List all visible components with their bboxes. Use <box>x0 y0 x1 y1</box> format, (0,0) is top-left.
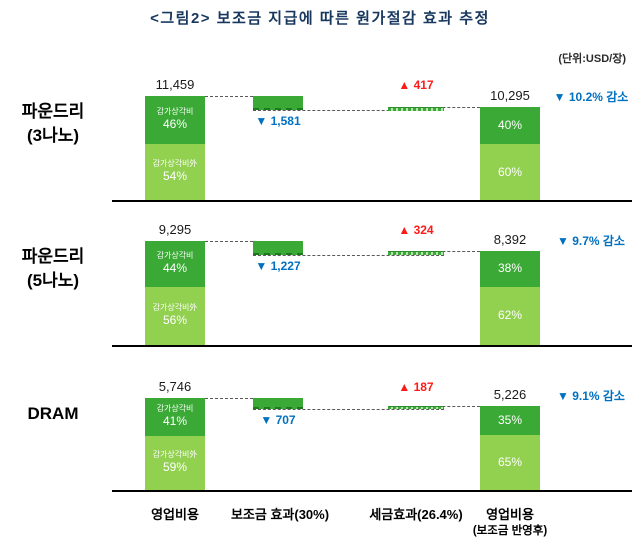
row-label-line: 파운드리 <box>21 247 85 266</box>
operating-cost-after-bar: 35% 65% <box>480 406 540 490</box>
segment-name: 감가상각비 <box>156 251 194 261</box>
subsidy-bar <box>253 398 303 409</box>
segment-percent: 59% <box>162 460 188 475</box>
subsidy-value-label: ▼ 1,581 <box>255 114 301 128</box>
segment-name: 감가상각비外 <box>152 159 198 169</box>
other-cost-segment: 60% <box>480 144 540 200</box>
reduction-label: ▼ 9.7% 감소 <box>557 234 625 248</box>
start-value-label: 11,459 <box>155 77 195 92</box>
operating-cost-after-bar: 38% 62% <box>480 251 540 345</box>
depreciation-segment: 40% <box>480 107 540 145</box>
segment-percent: 65% <box>497 455 523 470</box>
x-label-subtext: (보조금 반영후) <box>472 524 548 537</box>
axis-line <box>112 345 632 347</box>
unit-label: (단위:USD/장) <box>558 53 626 65</box>
segment-name: 감가상각비外 <box>152 303 198 313</box>
axis-line <box>112 490 632 492</box>
segment-percent: 44% <box>162 261 188 276</box>
operating-cost-bar: 감가상각비 44% 감가상각비外 56% <box>145 241 205 345</box>
segment-name: 감가상각비 <box>156 107 194 117</box>
end-value-label: 8,392 <box>493 232 527 247</box>
segment-percent: 40% <box>497 118 523 133</box>
x-label-text: 영업비용 <box>151 507 199 522</box>
subsidy-bar <box>253 241 303 255</box>
segment-percent: 41% <box>162 414 188 429</box>
tax-bar <box>388 406 444 409</box>
x-axis-label-operating-cost-after: 영업비용 (보조금 반영후) <box>448 507 572 539</box>
segment-percent: 38% <box>497 261 523 276</box>
subsidy-value-label: ▼ 1,227 <box>255 259 301 273</box>
other-cost-segment: 62% <box>480 286 540 345</box>
reduction-label: ▼ 9.1% 감소 <box>557 389 625 403</box>
subsidy-value-label: ▼ 707 <box>260 413 296 427</box>
depreciation-segment: 감가상각비 41% <box>145 398 205 436</box>
start-value-label: 9,295 <box>158 222 192 237</box>
row-label-line: (3나노) <box>26 125 80 145</box>
other-cost-segment: 감가상각비外 56% <box>145 286 205 345</box>
row-label: 파운드리 (3나노) <box>0 100 106 148</box>
end-value-label: 10,295 <box>490 88 530 103</box>
axis-line <box>112 200 632 202</box>
segment-percent: 46% <box>162 117 188 132</box>
depreciation-segment: 감가상각비 44% <box>145 241 205 287</box>
segment-percent: 35% <box>497 413 523 428</box>
connector-line <box>253 255 444 256</box>
depreciation-segment: 38% <box>480 251 540 287</box>
subsidy-bar <box>253 96 303 110</box>
segment-percent: 54% <box>162 169 188 184</box>
x-axis-label-tax-effect: 세금효과(26.4%) <box>348 507 484 524</box>
row-label-line: 파운드리 <box>21 102 85 121</box>
other-cost-segment: 65% <box>480 435 540 490</box>
row-label: 파운드리 (5나노) <box>0 245 106 293</box>
other-cost-segment: 감가상각비外 59% <box>145 435 205 490</box>
segment-percent: 56% <box>162 313 188 328</box>
depreciation-segment: 감가상각비 46% <box>145 96 205 144</box>
row-label-line: (5나노) <box>26 270 80 290</box>
x-axis-label-operating-cost: 영업비용 <box>115 507 235 524</box>
tax-bar <box>388 107 444 111</box>
operating-cost-bar: 감가상각비 46% 감가상각비外 54% <box>145 96 205 200</box>
tax-value-label: ▲ 324 <box>398 223 434 237</box>
x-label-text: 영업비용 <box>486 507 534 522</box>
x-label-text: 보조금 효과(30%) <box>230 507 330 522</box>
other-cost-segment: 감가상각비外 54% <box>145 143 205 200</box>
x-axis-label-subsidy-effect: 보조금 효과(30%) <box>213 507 347 524</box>
end-value-label: 5,226 <box>493 387 527 402</box>
connector-line <box>253 110 444 111</box>
reduction-label: ▼ 10.2% 감소 <box>553 90 629 104</box>
operating-cost-after-bar: 40% 60% <box>480 107 540 200</box>
segment-percent: 62% <box>497 308 523 323</box>
segment-name: 감가상각비外 <box>152 450 198 460</box>
depreciation-segment: 35% <box>480 406 540 436</box>
row-label-line: DRAM <box>27 404 79 423</box>
tax-bar <box>388 251 444 255</box>
connector-line <box>253 409 444 410</box>
segment-name: 감가상각비 <box>156 404 194 414</box>
tax-value-label: ▲ 417 <box>398 78 434 92</box>
tax-value-label: ▲ 187 <box>398 380 434 394</box>
x-label-text: 세금효과(26.4%) <box>369 507 463 522</box>
figure-title: <그림2> 보조금 지급에 따른 원가절감 효과 추정 <box>150 10 490 27</box>
row-label: DRAM <box>0 402 106 426</box>
start-value-label: 5,746 <box>158 379 192 394</box>
operating-cost-bar: 감가상각비 41% 감가상각비外 59% <box>145 398 205 490</box>
segment-percent: 60% <box>497 164 523 179</box>
